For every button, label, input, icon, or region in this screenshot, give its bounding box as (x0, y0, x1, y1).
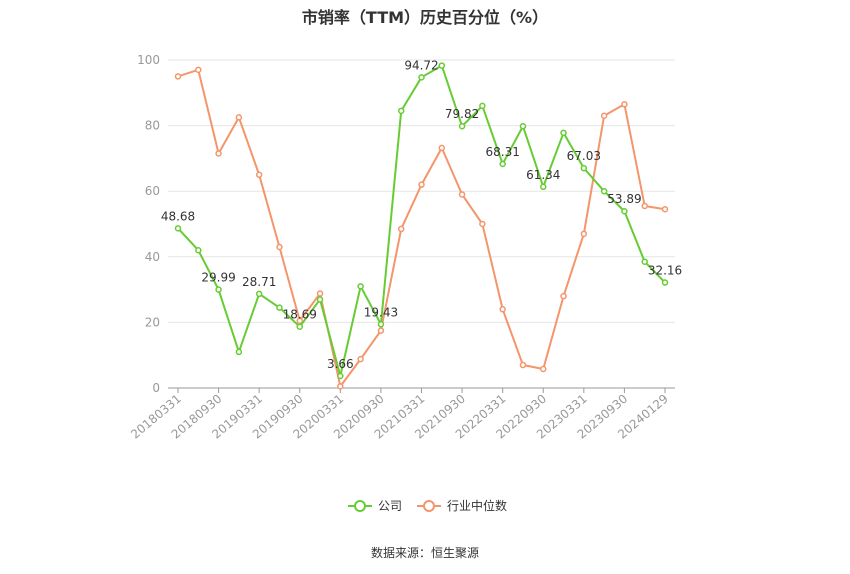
data-label: 32.16 (648, 264, 682, 278)
data-point (641, 202, 648, 210)
data-point (174, 73, 182, 80)
y-tick-label: 60 (145, 184, 160, 198)
data-point (195, 246, 202, 254)
data-point (337, 383, 344, 390)
data-point (621, 207, 628, 215)
y-tick-label: 0 (152, 381, 160, 395)
data-point (418, 181, 425, 188)
data-point (621, 101, 628, 108)
data-point (641, 258, 648, 265)
data-point (479, 102, 486, 110)
data-point (357, 355, 364, 363)
data-label: 3.66 (327, 357, 354, 371)
data-point (255, 171, 263, 179)
data-point (316, 296, 324, 303)
legend-label: 公司 (378, 499, 402, 513)
data-point (296, 323, 303, 330)
data-label: 29.99 (201, 271, 235, 285)
data-label: 48.68 (161, 209, 195, 223)
data-point (519, 361, 527, 369)
data-point (438, 144, 446, 152)
data-point (540, 183, 547, 191)
data-point (600, 112, 608, 120)
data-point (377, 327, 385, 334)
data-label: 61.34 (526, 168, 560, 182)
data-point (296, 317, 303, 325)
data-point (235, 114, 243, 121)
data-label: 19.43 (364, 305, 398, 319)
data-point (276, 243, 283, 251)
y-tick-label: 80 (145, 119, 160, 133)
data-point (215, 150, 222, 157)
chart-title: 市销率（TTM）历史百分位（%） (301, 8, 549, 27)
data-point (438, 62, 446, 69)
data-label: 79.82 (445, 107, 479, 121)
data-point (458, 122, 466, 130)
source-note: 数据来源：恒生聚源 (370, 546, 479, 560)
data-label: 94.72 (404, 58, 438, 72)
data-label: 18.69 (283, 308, 317, 322)
legend-marker (354, 500, 366, 512)
data-point (661, 279, 669, 286)
data-point (316, 290, 324, 297)
data-point (560, 129, 567, 137)
data-point (499, 306, 506, 313)
data-point (540, 365, 547, 373)
data-point (174, 225, 182, 232)
data-point (600, 187, 608, 195)
data-point (519, 123, 527, 130)
legend-label: 行业中位数 (447, 498, 507, 513)
data-point (580, 164, 588, 172)
data-point (276, 304, 283, 311)
data-label: 53.89 (607, 192, 641, 206)
data-point (377, 321, 385, 328)
data-point (397, 225, 405, 233)
data-point (255, 290, 263, 298)
y-tick-label: 20 (145, 315, 160, 329)
data-point (397, 107, 405, 115)
data-point (337, 372, 344, 380)
legend-marker (423, 500, 435, 512)
series-line-industry (177, 68, 666, 388)
data-point (580, 230, 588, 238)
data-point (418, 74, 425, 81)
data-label: 67.03 (567, 149, 601, 163)
data-label: 28.71 (242, 275, 276, 289)
data-point (479, 220, 486, 228)
data-point (661, 205, 669, 213)
y-tick-label: 100 (137, 53, 160, 67)
data-point (357, 283, 364, 290)
data-point (235, 348, 243, 356)
series-line-company (177, 64, 666, 377)
data-point (560, 292, 567, 300)
data-label: 68.31 (485, 145, 519, 159)
data-point (499, 160, 506, 168)
y-tick-label: 40 (145, 250, 160, 264)
data-point (195, 66, 202, 74)
data-point (215, 286, 222, 293)
data-point (458, 191, 466, 198)
